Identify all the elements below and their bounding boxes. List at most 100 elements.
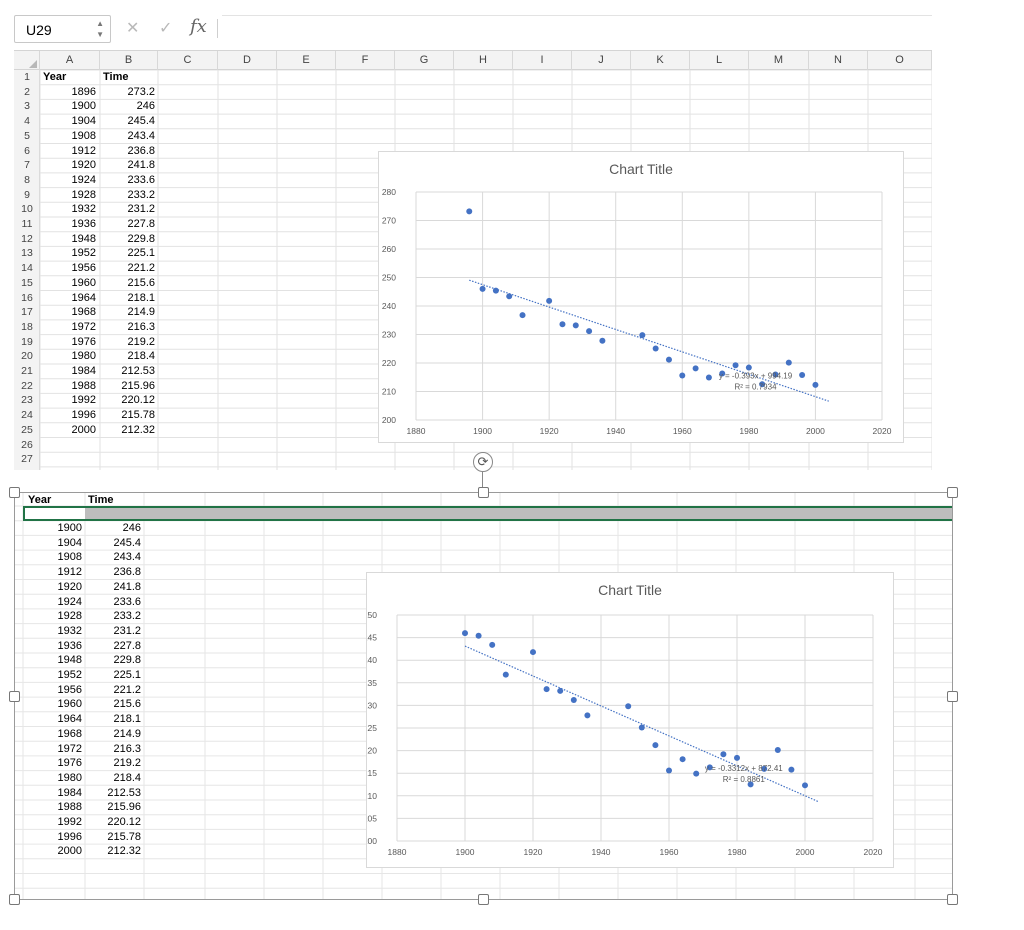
data-point <box>502 671 509 678</box>
data-point <box>466 208 473 215</box>
pasted-cell-year: 1924 <box>57 595 82 608</box>
row-header-4[interactable]: 4 <box>24 115 30 128</box>
column-header-e[interactable]: E <box>277 51 336 70</box>
rotate-icon[interactable]: ⟳ <box>473 452 493 472</box>
cell-time: 231.2 <box>127 203 155 216</box>
row-header-22[interactable]: 22 <box>21 379 33 392</box>
column-header-c[interactable]: C <box>158 51 218 70</box>
name-box-stepper-icon[interactable]: ▲ ▼ <box>96 19 104 39</box>
row-header-11[interactable]: 11 <box>21 218 33 230</box>
row-header-7[interactable]: 7 <box>24 159 30 172</box>
row-header-18[interactable]: 18 <box>21 320 33 333</box>
column-header-g[interactable]: G <box>395 51 454 70</box>
resize-handle-bottom[interactable] <box>478 894 489 905</box>
row-header-19[interactable]: 19 <box>21 335 33 348</box>
y-tick-label: 210 <box>367 791 377 801</box>
scatter-chart-top[interactable]: Chart Title 200 210 220 230 240 250 260 270 280 1… <box>378 151 904 443</box>
column-header-i[interactable]: I <box>513 51 572 70</box>
column-header-f[interactable]: F <box>336 51 395 70</box>
data-point <box>543 686 550 693</box>
trendline-r-squared: R² = 0.7934 <box>734 382 777 391</box>
formula-input[interactable] <box>222 15 932 43</box>
row-header-27[interactable]: 27 <box>21 453 33 466</box>
column-header-k[interactable]: K <box>631 51 690 70</box>
pasted-cell-time: 233.6 <box>113 595 141 608</box>
insert-function-icon[interactable]: fx <box>190 16 207 37</box>
column-header-l[interactable]: L <box>690 51 749 70</box>
column-header-m[interactable]: M <box>749 51 809 70</box>
pasted-cell-time: 246 <box>122 522 141 534</box>
row-header-2[interactable]: 2 <box>24 85 30 98</box>
cell-year: 1952 <box>71 247 96 260</box>
row-header-15[interactable]: 15 <box>21 276 33 289</box>
x-tick-label: 2000 <box>806 426 825 436</box>
row-header-10[interactable]: 10 <box>21 203 33 216</box>
chart-title[interactable]: Chart Title <box>598 582 662 598</box>
row-header-25[interactable]: 25 <box>21 423 33 436</box>
data-point <box>799 372 806 379</box>
cell-time: 215.96 <box>121 379 155 392</box>
row-header-20[interactable]: 20 <box>21 350 33 363</box>
row-header-28[interactable]: 28 <box>14 467 40 470</box>
cell-time: 215.6 <box>127 276 155 289</box>
data-point <box>475 632 482 639</box>
row-header-6[interactable]: 6 <box>24 144 30 157</box>
pasted-cell-time: 218.4 <box>113 771 141 784</box>
scatter-chart-bottom[interactable]: Chart Title 2002052102152202252302352402… <box>366 572 894 868</box>
data-point <box>519 312 526 319</box>
resize-handle-right[interactable] <box>947 691 958 702</box>
cell-b1-time-header: Time <box>103 71 129 83</box>
name-box-value: U29 <box>26 22 52 38</box>
pasted-cell-year: 1928 <box>57 610 82 623</box>
cell-time: 212.32 <box>121 423 155 436</box>
row-header-26[interactable]: 26 <box>21 438 33 451</box>
pasted-cell-time: 215.78 <box>107 830 141 843</box>
cell-year: 1960 <box>71 276 96 289</box>
pasted-cell-time: 220.12 <box>107 816 141 828</box>
row-header-17[interactable]: 17 <box>21 306 33 319</box>
pasted-cell-time: 229.8 <box>113 654 141 667</box>
row-header-5[interactable]: 5 <box>24 129 30 142</box>
row-header-16[interactable]: 16 <box>21 291 33 304</box>
row-header-3[interactable]: 3 <box>24 100 30 113</box>
row-header-1[interactable]: 1 <box>24 71 30 83</box>
column-header-b[interactable]: B <box>100 51 158 70</box>
row-header-21[interactable]: 21 <box>21 365 33 377</box>
resize-handle-top-right[interactable] <box>947 487 958 498</box>
row-header-14[interactable]: 14 <box>21 262 33 275</box>
select-all-button[interactable] <box>14 51 40 70</box>
pasted-cell-year: 2000 <box>57 845 82 858</box>
pasted-cell-year: 1900 <box>57 522 82 534</box>
pasted-picture[interactable]: Year Time Chart Title 200 205 210 215 220 225… <box>14 492 953 900</box>
name-box[interactable]: U29 ▲ ▼ <box>14 15 111 43</box>
chart-title[interactable]: Chart Title <box>609 161 673 177</box>
row-header-23[interactable]: 23 <box>21 394 33 407</box>
cancel-icon[interactable]: ✕ <box>126 20 140 37</box>
y-tick-label: 260 <box>382 244 396 254</box>
data-point <box>745 364 752 371</box>
resize-handle-left[interactable] <box>9 691 20 702</box>
row-header-9[interactable]: 9 <box>24 188 30 201</box>
column-header-o[interactable]: O <box>868 51 932 70</box>
pasted-cell-time: 236.8 <box>113 566 141 579</box>
resize-handle-top[interactable] <box>478 487 489 498</box>
row-header-24[interactable]: 24 <box>21 409 33 422</box>
column-header-a[interactable]: A <box>40 51 100 70</box>
column-header-n[interactable]: N <box>809 51 868 70</box>
cell-time: 246 <box>136 100 155 113</box>
data-point <box>492 287 499 294</box>
pasted-cell-time: 219.2 <box>113 757 141 770</box>
y-tick-label: 280 <box>382 187 396 197</box>
column-header-j[interactable]: J <box>572 51 631 70</box>
resize-handle-bottom-right[interactable] <box>947 894 958 905</box>
data-point <box>788 766 795 773</box>
row-header-12[interactable]: 12 <box>21 232 33 245</box>
enter-icon[interactable]: ✓ <box>159 20 173 37</box>
resize-handle-top-left[interactable] <box>9 487 20 498</box>
resize-handle-bottom-left[interactable] <box>9 894 20 905</box>
column-header-d[interactable]: D <box>218 51 277 70</box>
row-header-13[interactable]: 13 <box>21 247 33 260</box>
row-header-8[interactable]: 8 <box>24 173 30 186</box>
column-header-h[interactable]: H <box>454 51 513 70</box>
cell-time: 218.4 <box>127 350 155 363</box>
